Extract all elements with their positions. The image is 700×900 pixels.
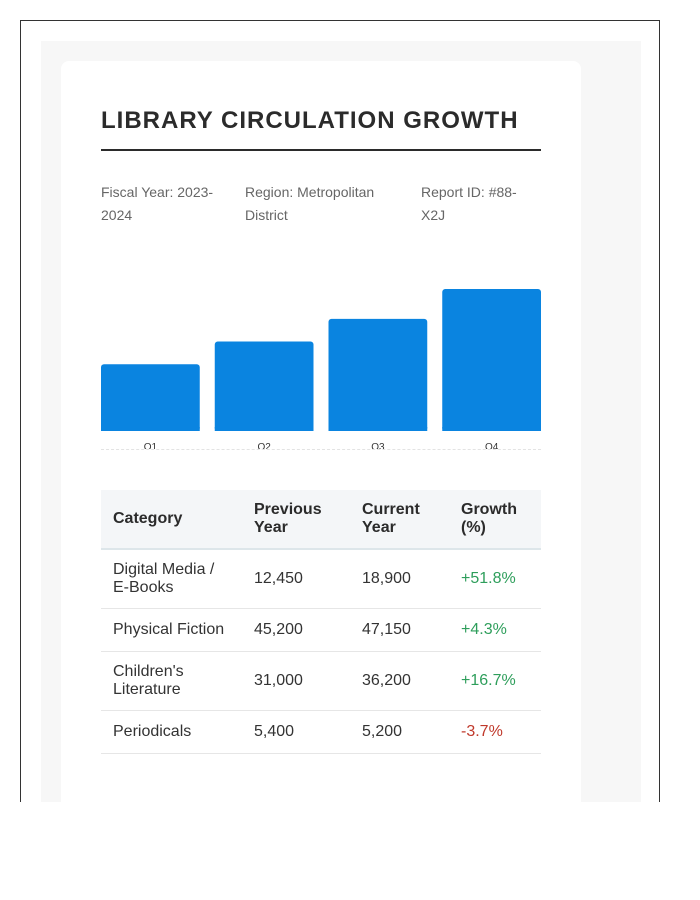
bar-q3 (328, 318, 428, 431)
cell-category: Children's Literature (101, 651, 242, 711)
page-title: LIBRARY CIRCULATION GROWTH (101, 101, 541, 151)
report-id-label: Report ID: #88-X2J (421, 184, 517, 223)
table-body: Digital Media / E-Books 12,450 18,900 +5… (101, 549, 541, 754)
cell-current: 5,200 (350, 710, 449, 754)
bar-base-q4 (442, 427, 541, 431)
cell-category: Periodicals (101, 710, 242, 754)
report-card: LIBRARY CIRCULATION GROWTH Fiscal Year: … (61, 61, 581, 802)
cell-category: Physical Fiction (101, 608, 242, 652)
bar-q2 (214, 341, 314, 431)
cell-category: Digital Media / E-Books (101, 549, 242, 609)
cell-previous: 12,450 (242, 549, 350, 609)
bar-base-q3 (328, 427, 428, 431)
header-previous-year: Previous Year (242, 490, 350, 550)
cell-previous: 45,200 (242, 608, 350, 652)
bar-chart-svg: Q1 Q2 Q3 Q4 (101, 289, 541, 449)
circulation-table-wrapper: Category Previous Year Current Year Grow… (101, 490, 541, 754)
tick-label-q4: Q4 (485, 442, 499, 449)
bar-q4 (442, 289, 541, 431)
cell-current: 36,200 (350, 651, 449, 711)
cell-growth: +4.3% (449, 608, 541, 652)
header-current-year: Current Year (350, 490, 449, 550)
report-meta: Fiscal Year: 2023-2024 Region: Metropoli… (101, 181, 541, 227)
circulation-table: Category Previous Year Current Year Grow… (101, 490, 541, 754)
cell-current: 18,900 (350, 549, 449, 609)
cell-growth: +51.8% (449, 549, 541, 609)
cell-growth: +16.7% (449, 651, 541, 711)
table-row: Physical Fiction 45,200 47,150 +4.3% (101, 608, 541, 652)
header-growth: Growth (%) (449, 490, 541, 550)
tick-label-q2: Q2 (257, 442, 271, 449)
table-header: Category Previous Year Current Year Grow… (101, 490, 541, 550)
table-header-row: Category Previous Year Current Year Grow… (101, 490, 541, 550)
quarterly-bar-chart: Q1 Q2 Q3 Q4 (101, 259, 541, 450)
table-row: Periodicals 5,400 5,200 -3.7% (101, 710, 541, 754)
bar-base-q1 (101, 427, 200, 431)
cell-previous: 5,400 (242, 710, 350, 754)
tick-label-q1: Q1 (144, 442, 158, 449)
fiscal-year-label: Fiscal Year: 2023-2024 (101, 184, 214, 223)
region-label: Region: Metropolitan District (245, 184, 375, 223)
bar-base-q2 (214, 427, 314, 431)
bar-q1 (101, 364, 200, 431)
tick-label-q3: Q3 (371, 442, 385, 449)
table-row: Digital Media / E-Books 12,450 18,900 +5… (101, 549, 541, 609)
report-content: LIBRARY CIRCULATION GROWTH Fiscal Year: … (101, 101, 541, 754)
header-category: Category (101, 490, 242, 550)
page-frame: LIBRARY CIRCULATION GROWTH Fiscal Year: … (20, 20, 660, 802)
cell-growth: -3.7% (449, 710, 541, 754)
cell-current: 47,150 (350, 608, 449, 652)
table-row: Children's Literature 31,000 36,200 +16.… (101, 651, 541, 711)
cell-previous: 31,000 (242, 651, 350, 711)
